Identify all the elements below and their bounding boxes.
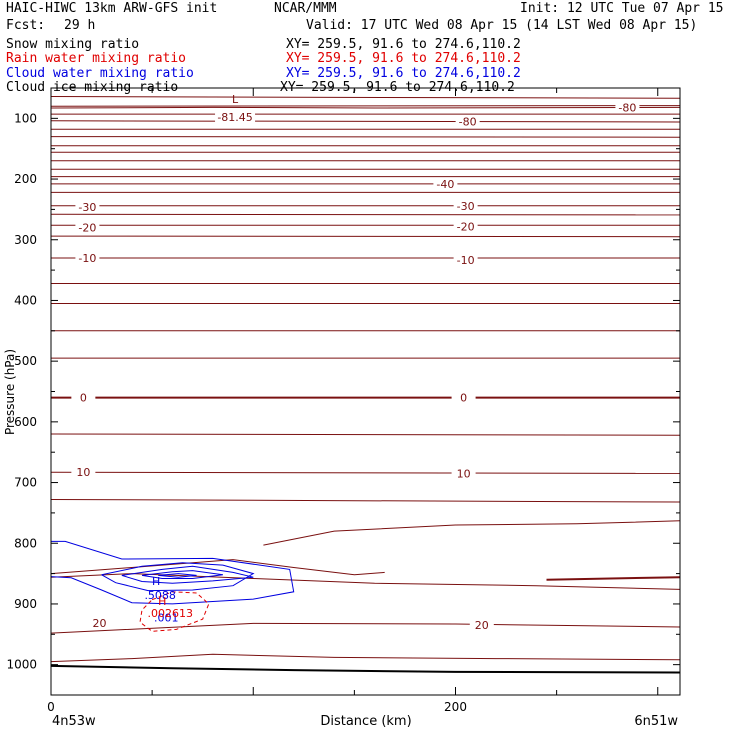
isotherm-line: [263, 520, 681, 546]
label-bg: [453, 253, 478, 266]
isotherm-line: [50, 96, 681, 99]
isotherm-label: -10: [457, 254, 475, 267]
label-bg: [433, 177, 458, 190]
cloud-max-value: .5088: [144, 589, 176, 602]
isotherm-label: 0: [80, 392, 87, 405]
isotherm-line: [50, 499, 681, 503]
isotherm-label: 20: [93, 617, 107, 630]
cloud-max-marker: H: [152, 575, 160, 588]
forecast-label: Fcst:: [6, 18, 46, 33]
label-bg: [75, 251, 100, 264]
label-bg: [453, 199, 478, 212]
y-tick-label: 300: [14, 233, 37, 247]
isotherm-line: [50, 471, 681, 474]
isotherm-label: 10: [76, 466, 90, 479]
label-bg: [215, 110, 256, 123]
label-bg: [451, 467, 476, 480]
surface-line: [50, 664, 681, 674]
rain-max-value: .002613: [148, 607, 194, 620]
label-bg: [615, 101, 640, 114]
label-bg: [87, 616, 112, 629]
isotherm-label: -20: [78, 222, 96, 235]
y-tick-label: 400: [14, 293, 37, 307]
y-tick-label: 1000: [6, 658, 37, 672]
label-bg: [71, 391, 96, 404]
isotherm-label: 0: [460, 392, 467, 405]
label-bg: [453, 220, 478, 233]
field-snow-label: Snow mixing ratio: [6, 37, 140, 52]
x-tick-label: 0: [47, 700, 55, 714]
field-cloudwater-label: Cloud water mixing ratio: [6, 66, 194, 81]
valid-time: Valid: 17 UTC Wed 08 Apr 15 (14 LST Wed …: [306, 18, 698, 33]
y-tick-label: 200: [14, 172, 37, 186]
plot-frame: [50, 87, 681, 696]
cloud-water-contour: [50, 540, 295, 605]
field-snow-xy: XY= 259.5, 91.6 to 274.6,110.2: [286, 37, 521, 52]
x-axis-label: Distance (km): [320, 714, 411, 729]
isotherm-line: [50, 573, 681, 590]
cloud-water-contour: [141, 570, 223, 579]
isotherm-line: [50, 105, 681, 107]
right-endpoint-label: 6n51w: [634, 714, 678, 729]
y-tick-label: 800: [14, 536, 37, 550]
rain-water-contour: [139, 591, 210, 632]
isotherm-label: -30: [457, 200, 475, 213]
temperature-contours: [50, 96, 681, 674]
isotherm-label: -10: [78, 252, 96, 265]
model-title: HAIC-HIWC 13km ARW-GFS init: [6, 1, 218, 16]
isotherm-line: [50, 213, 681, 216]
label-bg: [75, 221, 100, 234]
y-tick-label: 700: [14, 476, 37, 490]
rain-water-contours: [139, 591, 210, 632]
organization: NCAR/MMM: [274, 1, 337, 16]
rain-max-marker: H: [158, 595, 166, 608]
isotherm-line: [50, 235, 681, 238]
isotherm-label: -20: [457, 220, 475, 233]
isotherm-label: 20: [475, 619, 489, 632]
isotherm-label: -40: [436, 178, 454, 191]
isotherm-label: -80: [459, 115, 477, 128]
x-tick-label: 200: [444, 700, 467, 714]
label-bg: [455, 115, 480, 128]
forecast-hour: 29 h: [64, 18, 96, 33]
cloud-water-contour: [101, 562, 255, 592]
isotherm-line: [50, 136, 681, 138]
init-time: Init: 12 UTC Tue 07 Apr 15: [520, 1, 724, 16]
isotherm-line: [50, 120, 681, 123]
isotherm-line: [50, 106, 681, 109]
y-tick-label: 600: [14, 415, 37, 429]
cloud-water-contour: [158, 573, 197, 578]
isotherm-line: [50, 433, 681, 436]
isotherm-line: [50, 622, 681, 634]
cloud-contour-label: .001: [154, 611, 179, 624]
low-marker-value: -81.45: [217, 111, 252, 124]
y-axis-label: Pressure (hPa): [3, 349, 17, 435]
field-rain-xy: XY= 259.5, 91.6 to 274.6,110.2: [286, 51, 521, 66]
low-marker: L: [232, 93, 239, 106]
isotherm-label: -80: [618, 101, 636, 114]
y-tick-label: 100: [14, 111, 37, 125]
left-endpoint-label: 4n53w: [52, 714, 96, 729]
field-cloudwater-xy: XY= 259.5, 91.6 to 274.6,110.2: [286, 66, 521, 81]
label-bg: [469, 619, 494, 632]
label-bg: [71, 466, 96, 479]
isotherm-line: [50, 559, 385, 576]
y-tick-label: 900: [14, 597, 37, 611]
isotherm-line: [546, 576, 681, 581]
isotherm-label: -30: [78, 201, 96, 214]
field-rain-label: Rain water mixing ratio: [6, 51, 187, 66]
label-bg: [75, 200, 100, 213]
label-bg: [451, 391, 476, 404]
isotherm-line: [50, 653, 681, 663]
isotherm-label: 10: [457, 467, 471, 480]
y-tick-label: 500: [14, 354, 37, 368]
cloud-water-contours: [50, 540, 295, 605]
cloud-water-contour: [121, 565, 254, 584]
